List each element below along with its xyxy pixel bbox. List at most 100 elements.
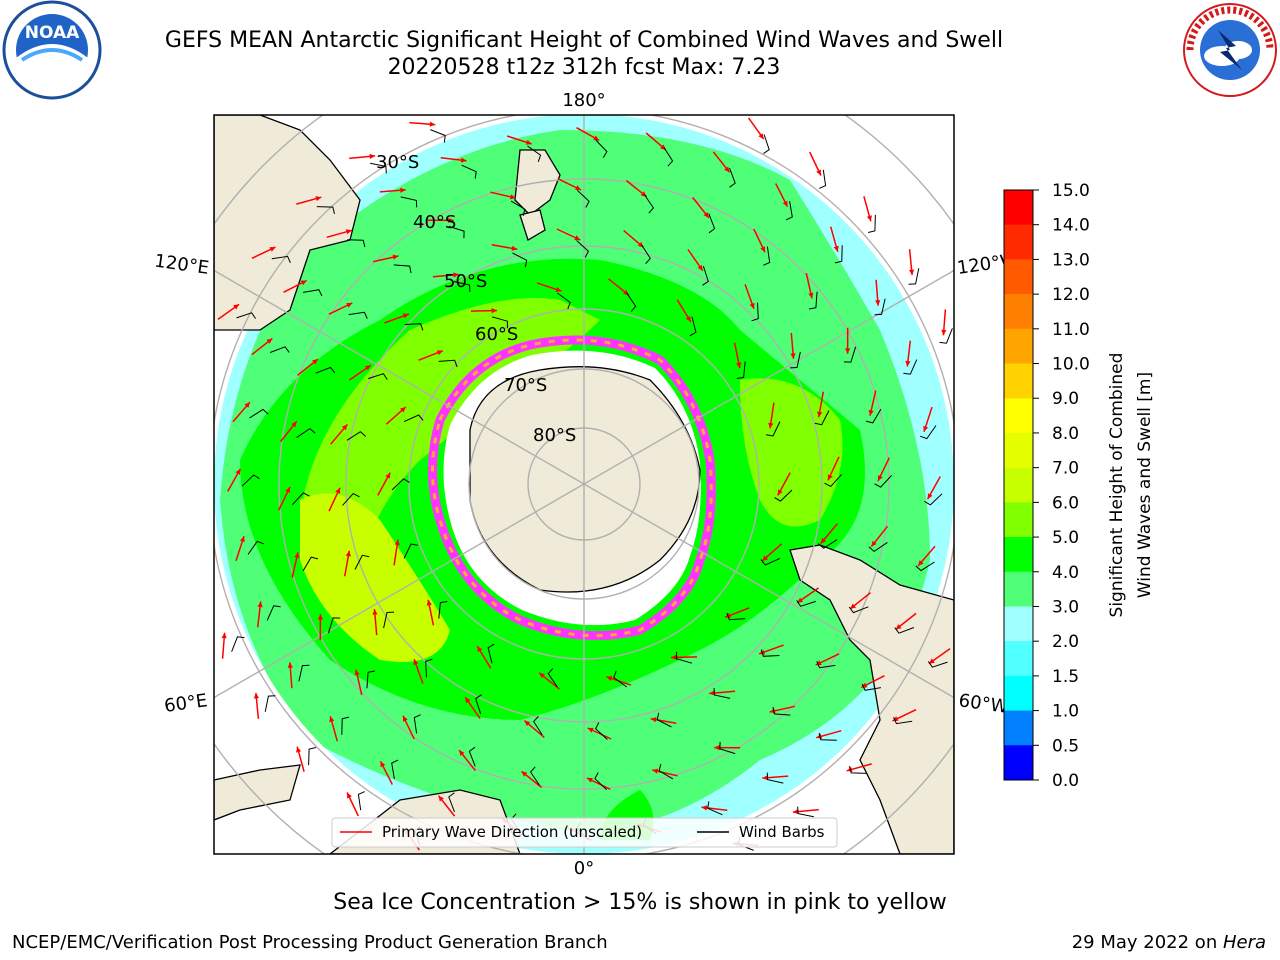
wind-barb: [774, 489, 793, 502]
wind-barb: [298, 664, 310, 682]
wind-barb: [729, 167, 736, 188]
wave-arrow-head: [347, 792, 352, 799]
colorbar-segment: [1004, 467, 1033, 503]
wave-arrow-head: [790, 353, 796, 359]
sea-ice-zone: [428, 335, 716, 641]
wind-barb: [713, 687, 731, 699]
wind-barb: [658, 763, 674, 780]
wind-barb: [676, 651, 693, 664]
wave-arrow-head: [317, 614, 323, 620]
date-prefix: 29 May 2022 on: [1071, 932, 1223, 953]
wave-arrow-head: [429, 121, 436, 127]
wave-arrow-head: [724, 166, 730, 173]
wave-arrow-head: [491, 308, 497, 314]
wind-barb: [370, 162, 387, 174]
wind-barb: [865, 408, 882, 424]
wave-arrow-head: [575, 185, 582, 190]
wind-barb: [231, 636, 245, 652]
wind-barb: [529, 766, 541, 786]
colorbar-tick-label: 0.5: [1052, 736, 1079, 756]
colorbar-tick-label: 10.0: [1052, 355, 1090, 375]
wind-barb: [939, 328, 953, 344]
nws-logo: [1178, 0, 1280, 100]
colorbar-tick-label: 3.0: [1052, 597, 1079, 617]
wave-arrow-head: [820, 537, 827, 544]
map-frame: [213, 114, 955, 855]
colorbar-tick-label: 0.0: [1052, 771, 1079, 791]
lat-label-40s: 40°S: [413, 212, 456, 233]
wave-arrow-head: [448, 217, 454, 223]
wind-barb: [785, 201, 793, 221]
wave-arrow-head: [833, 245, 839, 252]
wind-barb: [613, 670, 627, 688]
colorbar-segment: [1004, 398, 1033, 434]
wave-arrow-head: [539, 672, 545, 679]
colorbar-segment: [1004, 224, 1033, 260]
wave-arrow-head: [587, 727, 594, 733]
wave-arrow-head: [354, 669, 360, 676]
wind-barb: [527, 145, 542, 162]
date-stamp: 29 May 2022 on Hera: [1072, 932, 1266, 953]
wave-arrow-head: [782, 200, 788, 207]
wind-barb: [708, 213, 716, 234]
wind-barb: [924, 493, 943, 506]
wave-arrow-head: [927, 493, 933, 500]
wind-barb: [577, 190, 590, 208]
wave-arrow-head: [918, 560, 924, 566]
wind-barb: [249, 408, 269, 419]
wind-barb: [266, 605, 281, 621]
wind-barb: [641, 244, 651, 265]
wave-arrow-head: [909, 269, 915, 276]
wind-barb: [383, 611, 395, 629]
wind-barb: [403, 543, 418, 559]
wind-barb: [448, 225, 465, 239]
wave-arrow-head: [345, 229, 352, 235]
wave-arrow-head: [239, 536, 245, 543]
wind-barb: [510, 200, 526, 217]
map-legend: Primary Wave Direction (unscaled) Wind B…: [331, 817, 838, 848]
colorbar-segment: [1004, 363, 1033, 399]
wind-barb: [425, 658, 433, 678]
wave-arrow-head: [701, 805, 708, 811]
wind-barb: [342, 492, 360, 506]
wind-barb: [808, 291, 818, 310]
wind-barb: [789, 351, 801, 369]
wind-barb: [719, 741, 736, 755]
wave-arrow-head: [671, 654, 677, 660]
wind-barb: [689, 316, 697, 337]
wind-barb: [927, 661, 948, 668]
wind-barb: [751, 302, 759, 322]
wind-barb: [796, 600, 816, 607]
wind-barb: [626, 292, 637, 312]
wind-barb: [874, 475, 892, 488]
wave-arrow-head: [335, 487, 341, 494]
lon-label-120e: 120°E: [153, 251, 210, 279]
wind-barb: [817, 539, 838, 549]
wave-arrow-head: [380, 761, 386, 768]
wind-barb: [726, 612, 746, 621]
wave-arrow-head: [329, 716, 335, 723]
wind-barb: [766, 772, 784, 784]
wave-arrow-head: [296, 746, 302, 753]
lon-label-180: 180°: [562, 90, 605, 111]
wind-barb: [357, 791, 366, 811]
wave-arrow-head: [593, 135, 600, 141]
wind-barb: [271, 255, 291, 264]
wind-barb: [903, 359, 918, 375]
wave-arrow-head: [372, 609, 378, 615]
wave-arrow-head: [235, 468, 241, 475]
wind-barb: [391, 759, 399, 779]
wind-barb: [264, 695, 276, 712]
wave-arrow-head: [426, 599, 432, 606]
wave-arrow-head: [777, 489, 783, 496]
wind-barb: [908, 268, 920, 285]
wind-barb: [797, 806, 814, 818]
wave-arrow-head: [875, 300, 881, 306]
wave-arrow-head: [233, 304, 240, 310]
wave-arrow-head: [606, 676, 613, 681]
colorbar-tick-label: 1.5: [1052, 667, 1079, 687]
colorbar-tick-label: 7.0: [1052, 459, 1079, 479]
wave-arrow-head: [928, 658, 935, 664]
wave-arrow-head: [341, 424, 348, 431]
wind-barb: [920, 425, 937, 440]
